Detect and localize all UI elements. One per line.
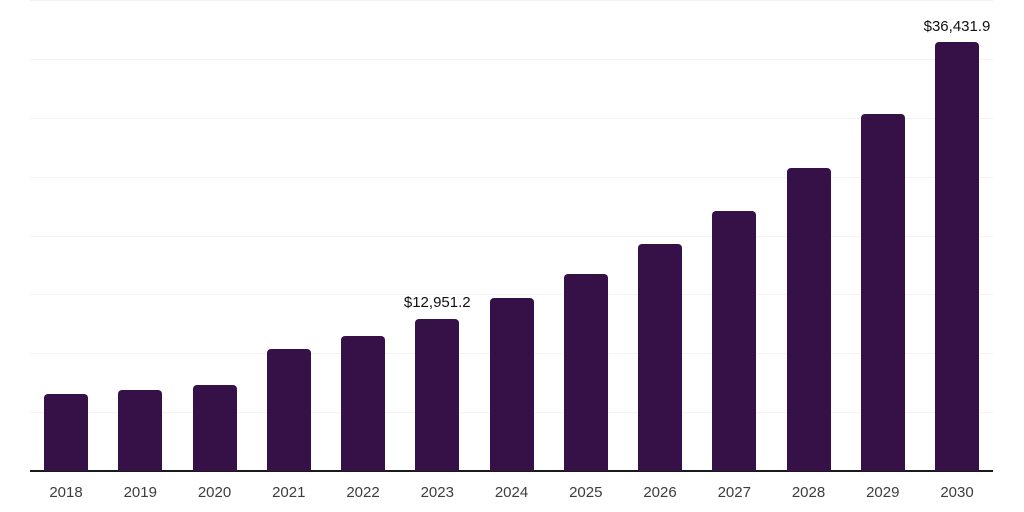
gridline — [30, 176, 993, 178]
gridline — [30, 235, 993, 237]
value-label-2030: $36,431.9 — [923, 18, 991, 35]
x-axis-line — [30, 470, 993, 472]
bar-2025[interactable] — [563, 274, 608, 471]
bar-2028[interactable] — [786, 167, 831, 471]
x-tick-label-2019: 2019 — [123, 484, 157, 501]
x-tick-label-2023: 2023 — [420, 484, 454, 501]
bar-2030[interactable] — [935, 42, 979, 471]
bar-2021[interactable] — [266, 349, 311, 471]
bar-2024[interactable] — [489, 297, 534, 471]
bar-2022[interactable] — [341, 335, 385, 471]
bar-2020[interactable] — [192, 385, 237, 471]
plot-area — [30, 0, 993, 472]
bar-2027[interactable] — [712, 210, 757, 471]
x-tick-label-2026: 2026 — [643, 484, 677, 501]
x-tick-label-2022: 2022 — [346, 484, 380, 501]
x-tick-label-2027: 2027 — [717, 484, 751, 501]
value-label-2023: $12,951.2 — [403, 294, 471, 312]
gridline — [30, 0, 993, 1]
x-tick-label-2025: 2025 — [569, 484, 603, 501]
bar-2026[interactable] — [638, 243, 682, 471]
bar-2023[interactable] — [415, 318, 460, 471]
x-tick-label-2030: 2030 — [940, 484, 974, 501]
x-tick-label-2028: 2028 — [791, 484, 826, 501]
gridline — [30, 294, 993, 296]
x-tick-label-2021: 2021 — [272, 484, 306, 501]
x-tick-label-2024: 2024 — [494, 484, 529, 501]
bar-2018[interactable] — [44, 394, 88, 471]
x-tick-label-2029: 2029 — [866, 484, 900, 501]
bar-2029[interactable] — [860, 114, 905, 471]
x-tick-label-2020: 2020 — [197, 484, 232, 501]
gridline — [30, 58, 993, 60]
x-tick-label-2018: 2018 — [49, 484, 83, 501]
bar-2019[interactable] — [118, 389, 163, 471]
gridline — [30, 117, 993, 119]
